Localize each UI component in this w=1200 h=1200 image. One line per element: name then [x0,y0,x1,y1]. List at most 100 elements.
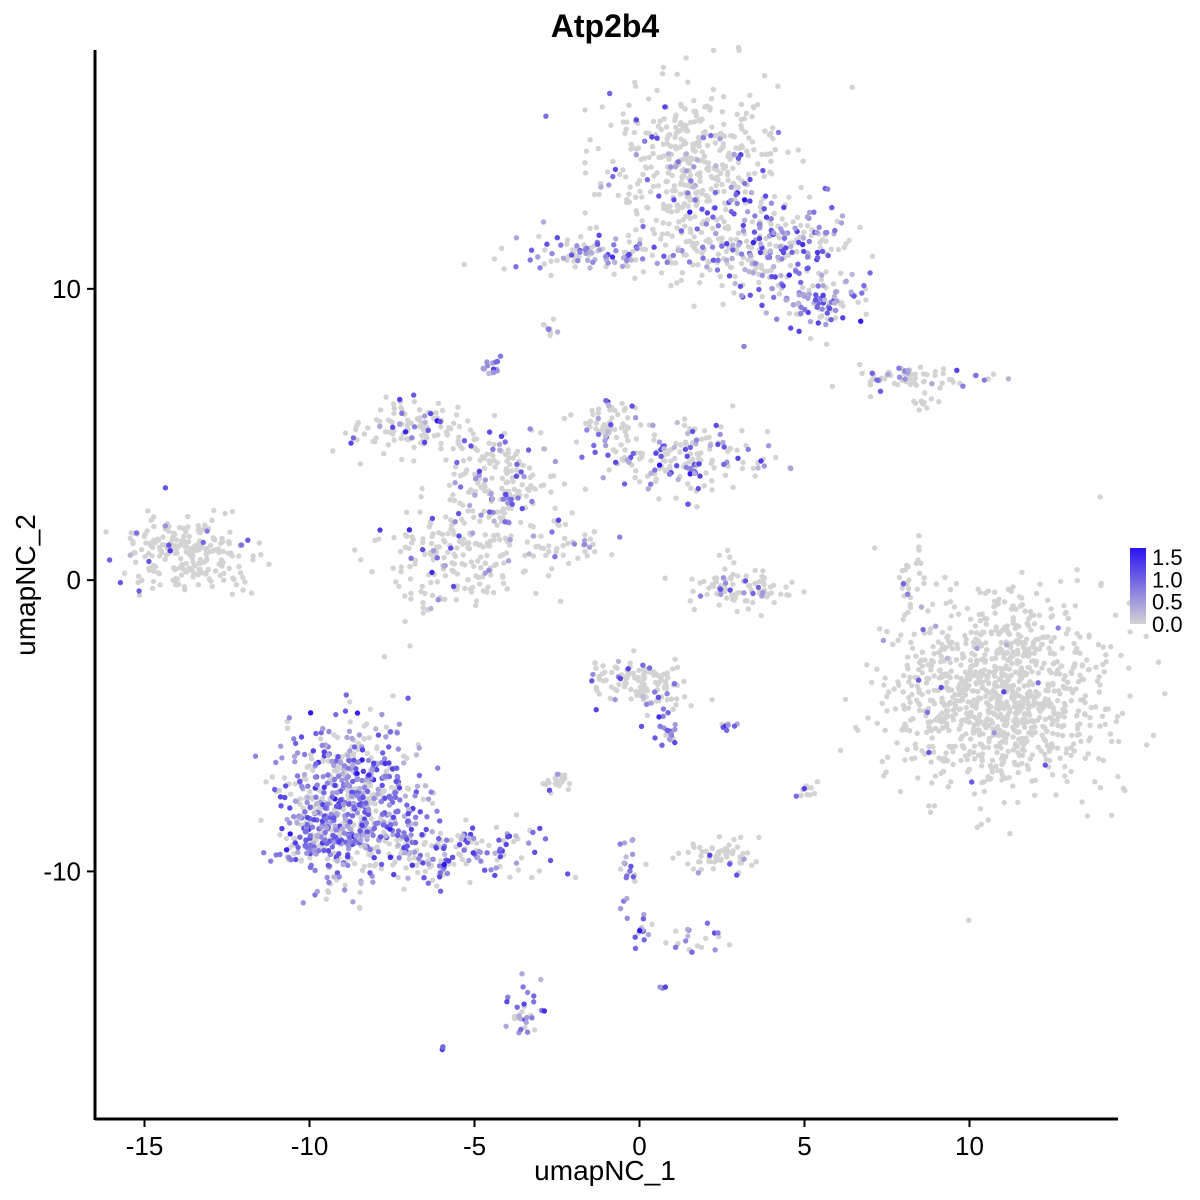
cell-point [744,598,750,604]
cell-point [786,194,792,200]
cell-point [420,610,426,616]
cell-point [466,489,472,496]
cell-point [357,905,363,912]
cell-point [877,388,884,394]
cell-point [342,430,349,436]
cell-point [673,702,679,708]
cell-point [658,126,664,133]
cell-point [933,581,939,587]
cell-point [258,817,264,824]
cell-point [719,162,726,168]
cell-point [1053,792,1059,798]
cell-point [600,663,606,669]
cell-point [292,740,299,747]
cell-point [674,202,681,208]
cell-point [948,613,954,619]
cell-point [312,867,318,874]
cell-point [377,423,383,429]
cell-point [383,768,389,774]
cell-point [195,572,201,578]
cell-point [989,656,995,662]
cell-point [870,253,876,259]
cell-point [1021,683,1027,689]
cell-point [668,283,674,289]
cell-point [461,438,468,444]
cell-point [632,934,638,940]
cell-point [524,539,530,545]
cell-point [944,679,950,686]
cell-point [741,590,747,596]
cell-point [324,780,331,786]
cell-point [644,204,650,211]
cell-point [741,197,748,203]
cell-point [1051,688,1058,694]
cell-point [711,465,717,471]
cell-point [879,758,885,765]
cell-point [1064,679,1071,685]
cell-point [417,809,423,815]
cell-point [633,227,639,233]
cell-point [722,580,729,586]
cell-point [1042,751,1048,757]
cell-point [354,775,360,781]
cell-point [395,832,401,838]
cell-point [838,270,844,276]
cell-point [694,240,700,247]
cell-point [703,192,709,199]
cell-point [792,225,798,231]
cell-point [1015,799,1021,806]
cell-point [1063,609,1069,616]
cell-point [226,565,232,572]
cell-point [848,289,854,295]
cell-point [673,260,679,266]
cell-point [198,527,205,533]
cell-point [930,743,936,750]
x-tick-label: 10 [955,1131,984,1161]
cell-point [758,241,764,247]
cell-point [1012,744,1019,750]
cell-point [529,1015,535,1021]
cell-point [1011,698,1018,705]
cell-point [1050,730,1056,737]
cell-point [324,856,331,862]
cell-point [470,850,476,856]
cell-point [816,224,822,230]
cell-point [914,730,920,737]
cell-point [683,442,690,448]
cell-point [609,552,615,558]
cell-point [1100,757,1107,764]
cell-point [691,119,698,125]
cell-point [608,422,614,428]
cell-point [693,108,699,115]
cell-point [983,693,989,700]
cell-point [767,584,774,590]
cell-point [716,552,722,559]
cell-point [1001,681,1008,687]
cell-point [361,842,367,848]
cell-point [1039,624,1045,631]
cell-point [608,122,614,128]
cell-point [986,738,992,745]
cell-point [795,301,801,307]
cell-point [730,247,736,253]
cell-point [531,993,537,999]
cell-point [589,407,595,414]
cell-point [755,161,761,167]
cell-point [454,459,460,466]
cell-point [402,618,408,625]
cell-point [380,822,386,828]
cell-point [718,130,724,136]
cell-point [712,140,718,146]
cell-point [560,552,566,558]
cell-point [533,590,539,597]
cell-point [765,443,772,449]
cell-point [1122,787,1128,794]
cell-point [669,172,675,179]
cell-point [1043,756,1049,763]
cell-point [429,533,435,540]
cell-point [482,570,488,576]
cell-point [496,837,502,843]
cell-point [446,482,453,488]
cell-point [935,639,941,645]
cell-point [476,581,483,587]
